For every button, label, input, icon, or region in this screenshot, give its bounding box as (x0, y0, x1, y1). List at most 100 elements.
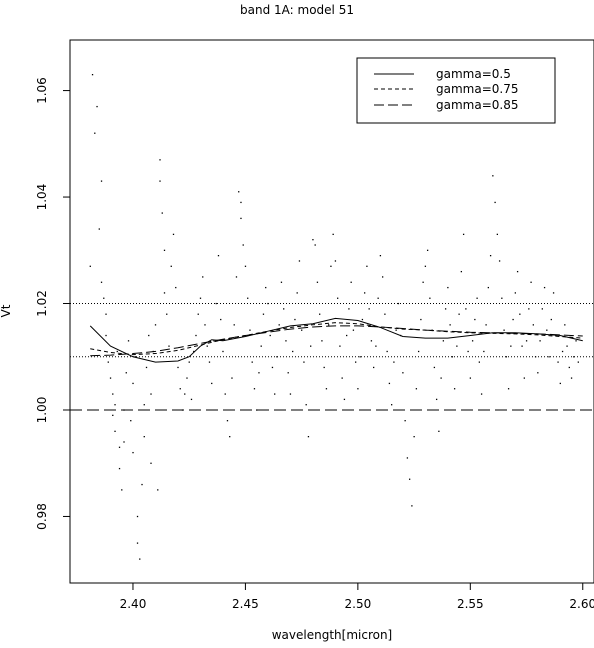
data-point (166, 313, 168, 315)
data-point (195, 334, 197, 337)
data-point (366, 265, 368, 267)
data-point (197, 313, 199, 315)
data-point (507, 388, 510, 390)
data-point (163, 292, 166, 294)
data-point (402, 372, 404, 374)
data-point (453, 388, 456, 390)
data-point (267, 302, 269, 305)
legend-label-0: gamma=0.5 (436, 67, 511, 81)
data-point (258, 372, 260, 374)
data-point (262, 313, 265, 315)
data-point (537, 372, 539, 374)
data-point (163, 249, 166, 251)
data-point (350, 281, 352, 283)
data-point (136, 515, 139, 518)
data-point (157, 489, 159, 491)
data-point (552, 292, 555, 294)
data-point (433, 366, 436, 369)
data-point (447, 286, 449, 289)
data-point (485, 324, 487, 326)
data-point (415, 388, 418, 390)
data-point (557, 361, 559, 363)
data-point (249, 329, 251, 331)
data-point (204, 324, 206, 326)
data-point (112, 393, 114, 395)
data-point (462, 233, 465, 236)
data-point (546, 329, 548, 331)
data-point (438, 430, 440, 432)
data-point (143, 436, 145, 438)
data-point (139, 558, 141, 560)
data-point (575, 340, 577, 342)
data-point (514, 292, 516, 294)
data-point (251, 361, 253, 363)
data-point (287, 372, 289, 374)
data-point (114, 404, 116, 406)
data-point (109, 377, 112, 379)
data-point (233, 324, 235, 326)
data-point (310, 345, 312, 347)
data-point (170, 265, 172, 267)
data-point (312, 239, 314, 241)
data-point (298, 260, 301, 262)
y-tick-label: 1.06 (35, 77, 49, 104)
data-point (570, 377, 573, 379)
data-point (184, 393, 186, 395)
data-point (314, 244, 316, 246)
data-point (112, 414, 114, 417)
data-point (501, 297, 503, 299)
data-point (451, 356, 454, 358)
data-point (384, 313, 386, 315)
data-point (132, 382, 134, 385)
data-point (100, 281, 103, 283)
data-point (458, 313, 460, 315)
data-point (247, 297, 249, 299)
series-line-1 (90, 322, 583, 356)
data-point (528, 308, 530, 310)
data-point (480, 393, 483, 395)
data-point (548, 356, 550, 358)
data-point (532, 324, 534, 326)
data-point (494, 201, 496, 204)
data-point (478, 361, 480, 363)
plot-frame (69, 39, 594, 584)
data-point (573, 356, 575, 358)
data-point (355, 361, 357, 363)
data-point (285, 340, 287, 342)
x-tick-label: 2.40 (120, 597, 147, 611)
data-point (91, 74, 94, 76)
data-point (406, 457, 409, 459)
data-point (382, 276, 384, 278)
data-point (177, 366, 179, 369)
data-point (150, 462, 152, 464)
x-axis-label: wavelength[micron] (272, 628, 393, 642)
y-tick-label: 1.04 (35, 184, 49, 211)
data-point (301, 329, 303, 331)
data-point (305, 404, 307, 406)
data-point (202, 276, 204, 278)
data-point (510, 345, 512, 347)
data-point (168, 345, 170, 347)
data-point (492, 175, 494, 177)
data-point (240, 217, 242, 220)
data-point (530, 281, 532, 283)
data-point (348, 308, 350, 310)
data-point (118, 467, 121, 470)
data-point (471, 340, 474, 342)
data-point (393, 361, 395, 363)
data-point (525, 340, 528, 342)
scatter-points (89, 74, 579, 560)
data-point (328, 324, 330, 326)
data-point (341, 377, 343, 379)
data-point (96, 105, 98, 108)
data-point (190, 398, 193, 401)
data-point (256, 409, 258, 411)
data-point (278, 324, 280, 326)
data-point (404, 420, 406, 422)
x-axis: 2.40 2.45 2.50 2.55 2.60 (120, 583, 594, 611)
data-point (375, 345, 377, 347)
data-point (323, 366, 325, 369)
data-point (244, 265, 247, 267)
data-point (186, 377, 188, 379)
data-point (339, 345, 341, 347)
